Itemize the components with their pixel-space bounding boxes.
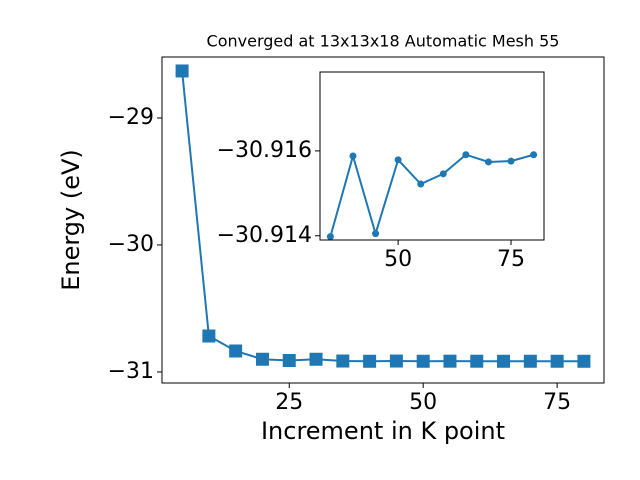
chart-title: Converged at 13x13x18 Automatic Mesh 55 bbox=[207, 32, 560, 51]
marker bbox=[507, 157, 515, 165]
x-tick-label: 25 bbox=[275, 390, 303, 415]
x-tick-label: 50 bbox=[384, 247, 412, 272]
marker bbox=[416, 354, 430, 368]
marker bbox=[484, 158, 492, 166]
marker bbox=[439, 170, 447, 178]
y-tick-label: −29 bbox=[108, 105, 154, 130]
x-tick-label: 50 bbox=[409, 390, 437, 415]
marker bbox=[363, 354, 377, 368]
marker bbox=[326, 233, 334, 241]
marker bbox=[462, 151, 470, 159]
x-tick-label: 75 bbox=[497, 247, 525, 272]
plot-area bbox=[320, 72, 544, 240]
marker bbox=[175, 64, 189, 78]
y-tick-label: −31 bbox=[108, 359, 154, 384]
marker bbox=[389, 354, 403, 368]
marker bbox=[577, 354, 591, 368]
marker bbox=[309, 352, 323, 366]
marker bbox=[497, 354, 511, 368]
marker bbox=[443, 354, 457, 368]
data-line bbox=[181, 70, 584, 363]
axes-frame bbox=[319, 71, 545, 241]
marker bbox=[530, 151, 538, 159]
marker bbox=[282, 354, 296, 368]
marker bbox=[349, 152, 357, 160]
x-tick-label: 75 bbox=[543, 390, 571, 415]
marker bbox=[255, 352, 269, 366]
marker bbox=[550, 354, 564, 368]
axes-frame bbox=[161, 56, 605, 384]
y-tick-label: −30.914 bbox=[217, 223, 312, 248]
marker bbox=[394, 156, 402, 164]
marker bbox=[229, 344, 243, 358]
marker bbox=[470, 354, 484, 368]
marker bbox=[417, 180, 425, 188]
x-axis-label: Increment in K point bbox=[261, 417, 505, 445]
marker bbox=[523, 354, 537, 368]
marker bbox=[372, 230, 380, 238]
y-tick-label: −30 bbox=[108, 232, 154, 257]
y-axis-label: Energy (eV) bbox=[57, 149, 85, 291]
marker bbox=[336, 354, 350, 368]
marker bbox=[202, 329, 216, 343]
data-line bbox=[329, 152, 534, 238]
y-tick-label: −30.916 bbox=[217, 138, 312, 163]
